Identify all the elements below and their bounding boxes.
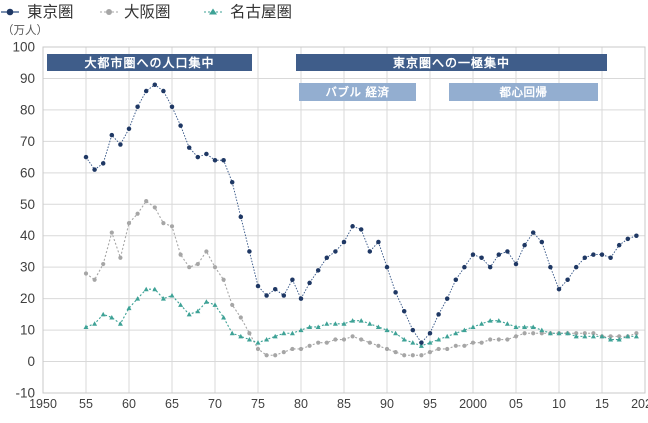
svg-text:10: 10 bbox=[20, 323, 35, 338]
svg-text:70: 70 bbox=[20, 134, 35, 149]
svg-text:2000: 2000 bbox=[459, 397, 487, 411]
svg-text:名古屋圏: 名古屋圏 bbox=[230, 3, 292, 21]
svg-text:2020: 2020 bbox=[631, 397, 648, 411]
svg-text:95: 95 bbox=[423, 397, 437, 411]
svg-text:90: 90 bbox=[20, 71, 35, 86]
svg-text:大阪圏: 大阪圏 bbox=[124, 3, 171, 21]
svg-text:0: 0 bbox=[27, 354, 35, 369]
svg-text:東京圏: 東京圏 bbox=[27, 3, 74, 21]
svg-text:100: 100 bbox=[12, 40, 35, 55]
svg-text:80: 80 bbox=[20, 102, 35, 117]
svg-text:30: 30 bbox=[20, 260, 35, 275]
svg-text:90: 90 bbox=[380, 397, 394, 411]
svg-text:1950: 1950 bbox=[29, 397, 57, 411]
svg-text:15: 15 bbox=[595, 397, 609, 411]
svg-text:55: 55 bbox=[79, 397, 93, 411]
svg-text:70: 70 bbox=[208, 397, 222, 411]
svg-text:60: 60 bbox=[20, 165, 35, 180]
svg-text:80: 80 bbox=[294, 397, 308, 411]
svg-text:10: 10 bbox=[552, 397, 566, 411]
svg-text:40: 40 bbox=[20, 228, 35, 243]
svg-text:50: 50 bbox=[20, 197, 35, 212]
svg-text:20: 20 bbox=[20, 291, 35, 306]
svg-text:60: 60 bbox=[122, 397, 136, 411]
svg-text:05: 05 bbox=[509, 397, 523, 411]
svg-text:75: 75 bbox=[251, 397, 265, 411]
svg-text:85: 85 bbox=[337, 397, 351, 411]
svg-text:65: 65 bbox=[165, 397, 179, 411]
